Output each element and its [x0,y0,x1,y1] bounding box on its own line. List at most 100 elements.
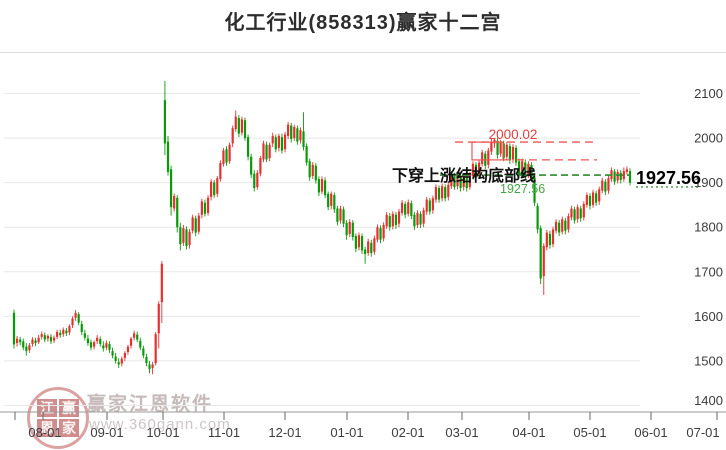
candle [262,140,265,163]
candle [558,220,561,237]
candle [99,336,102,347]
candle [477,159,481,180]
candle [511,144,515,164]
candle [567,213,570,233]
candle [613,168,616,185]
candle [601,177,604,194]
candle [354,233,357,253]
candle [524,159,527,180]
candle [447,182,450,201]
svg-text:11-01: 11-01 [208,425,240,440]
candle [120,356,123,367]
candle [367,238,370,256]
candle [376,224,379,243]
svg-text:02-01: 02-01 [391,425,424,440]
candle [213,179,216,198]
candle [413,212,416,230]
candle [391,211,394,230]
candle [142,345,145,359]
page-title: 化工行业(858313)赢家十二宫 [224,12,502,34]
candle [364,246,367,264]
candle [105,340,108,351]
candle [231,125,234,147]
candle [521,158,524,178]
svg-text:10-01: 10-01 [146,425,179,440]
candle [345,220,348,240]
candle [431,195,434,214]
candle [576,204,579,223]
candle [96,335,99,344]
top-line-value-label: 2000.02 [489,127,538,142]
candle [428,197,431,215]
watermark-url: www.360gann.com [89,416,231,433]
candle [385,212,388,229]
candle [585,192,588,208]
candle [299,127,302,144]
svg-text:09-01: 09-01 [90,425,123,440]
candle [253,170,256,192]
candle [619,170,622,184]
candle [157,301,160,349]
candle [317,176,321,197]
candle [471,161,475,180]
title-divider [0,52,726,53]
candle [505,142,508,161]
candle [564,217,567,235]
candle [357,232,361,251]
candle [305,143,308,166]
candle [379,225,382,244]
candle [616,169,619,184]
candle [59,329,62,338]
candle [173,193,176,212]
candle [25,343,28,356]
candle [240,116,244,136]
svg-text:1800: 1800 [694,220,723,235]
candle [388,212,391,231]
candle [422,207,425,228]
candle [425,196,428,215]
candle [102,341,105,352]
candle [136,331,139,343]
candle [468,171,471,190]
candle [77,311,80,326]
candle [22,338,25,351]
candle [92,340,96,350]
logo-char: 恩 [37,419,57,437]
candle [65,327,68,336]
candle [598,186,601,205]
svg-text:08-01: 08-01 [28,425,61,440]
candle [400,200,404,216]
candle [237,114,240,138]
svg-text:1700: 1700 [694,264,723,279]
candle [151,361,154,375]
candle [68,324,71,336]
candle [219,160,222,182]
x-axis: 08-01 09-01 10-01 11-01 12-01 01-01 02-01 03-01… [0,411,726,440]
candle [188,228,191,249]
candle [302,112,305,151]
candle [222,147,225,167]
candle [129,336,133,349]
candle [370,239,373,257]
candle [314,163,317,184]
candle [166,135,170,176]
candle [246,134,250,161]
candle [139,337,142,351]
candle [551,226,555,248]
candle [474,162,478,181]
candle [394,212,398,229]
candle [582,201,585,221]
candle [160,261,163,324]
candle [342,206,345,228]
candle [487,147,490,169]
candle [287,122,290,139]
candle [12,309,16,349]
candle [154,331,157,366]
candle [311,162,314,180]
candle [437,185,441,203]
candle [34,337,37,347]
candle [419,211,422,229]
candle [290,122,293,143]
candle [126,344,130,355]
candle [514,145,518,166]
